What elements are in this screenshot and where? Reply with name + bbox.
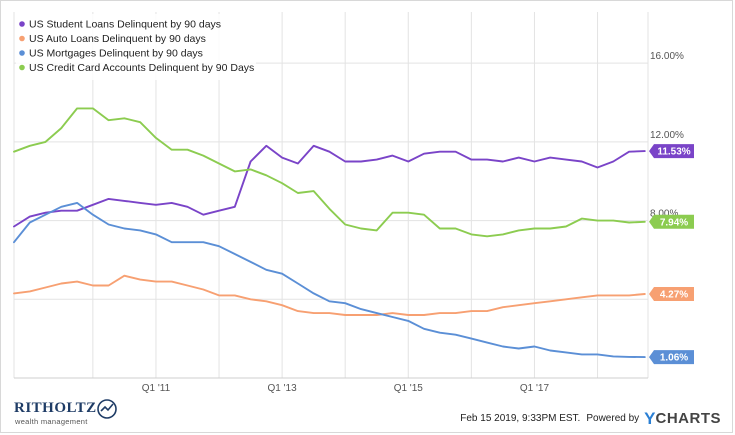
ycharts-logo[interactable]: Y CHARTS [644, 410, 721, 427]
legend-label: US Credit Card Accounts Delinquent by 90… [29, 62, 254, 74]
legend-item-2[interactable]: US Mortgages Delinquent by 90 days [19, 48, 203, 60]
legend-box [16, 14, 256, 80]
end-label-2: 1.06% [649, 350, 694, 365]
end-label-badge [649, 214, 694, 229]
x-tick-label: Q1 '15 [394, 383, 424, 394]
legend[interactable]: US Student Loans Delinquent by 90 days US… [16, 14, 256, 80]
series-layer [13, 107, 646, 359]
powered-by-text: Powered by [586, 412, 640, 424]
legend-dot [19, 64, 25, 71]
x-axis-labels: Q1 '11 Q1 '13 Q1 '15 Q1 '17 [142, 383, 550, 394]
series-line-3[interactable] [13, 107, 646, 238]
legend-label: US Auto Loans Delinquent by 90 days [29, 33, 206, 45]
y-tick-label: 8.00% [650, 209, 678, 220]
legend-dot [19, 50, 25, 56]
series-line-1[interactable] [13, 274, 646, 316]
end-label-value: 4.27% [660, 289, 688, 300]
x-tick-label: Q1 '17 [520, 383, 550, 394]
series-line-0[interactable] [13, 144, 646, 228]
end-label-1: 4.27% [649, 286, 694, 301]
end-label-value: 1.06% [660, 353, 688, 364]
emblem-icon [97, 399, 117, 419]
legend-dot [19, 35, 25, 42]
footer-attribution: Feb 15 2019, 9:33PM EST. Powered by Y CH… [460, 408, 721, 428]
brand-name: RITHOLTZ [14, 400, 97, 416]
y-axis-labels: 4.00%8.00%12.00%16.00% [650, 51, 684, 298]
y-tick-label: 16.00% [650, 51, 684, 62]
legend-item-3[interactable]: US Credit Card Accounts Delinquent by 90… [19, 62, 254, 74]
legend-label: US Mortgages Delinquent by 90 days [29, 48, 203, 60]
legend-label: US Student Loans Delinquent by 90 days [29, 19, 221, 31]
ritholtz-logo: RITHOLTZ wealth management [14, 398, 134, 428]
x-tick-label: Q1 '11 [142, 383, 171, 394]
x-tick-label: Q1 '13 [268, 383, 298, 394]
end-label-badge [649, 286, 694, 301]
end-labels: 11.53% 4.27% 1.06% 7.94% [649, 144, 694, 365]
legend-item-1[interactable]: US Auto Loans Delinquent by 90 days [19, 33, 206, 45]
series-line-2[interactable] [13, 201, 646, 359]
ycharts-wordmark: CHARTS [655, 409, 721, 427]
end-label-badge [649, 350, 694, 365]
end-label-value: 11.53% [657, 147, 690, 158]
brand-tagline: wealth management [15, 417, 88, 426]
y-tick-label: 12.00% [650, 130, 684, 141]
ycharts-y-mark: Y [644, 408, 656, 428]
legend-dot [19, 21, 25, 27]
end-label-badge [649, 144, 694, 159]
end-label-3: 7.94% [649, 214, 694, 229]
end-label-0: 11.53% [649, 144, 694, 159]
end-label-value: 7.94% [660, 217, 688, 228]
legend-item-0[interactable]: US Student Loans Delinquent by 90 days [19, 19, 221, 31]
timestamp: Feb 15 2019, 9:33PM EST. [460, 412, 581, 424]
